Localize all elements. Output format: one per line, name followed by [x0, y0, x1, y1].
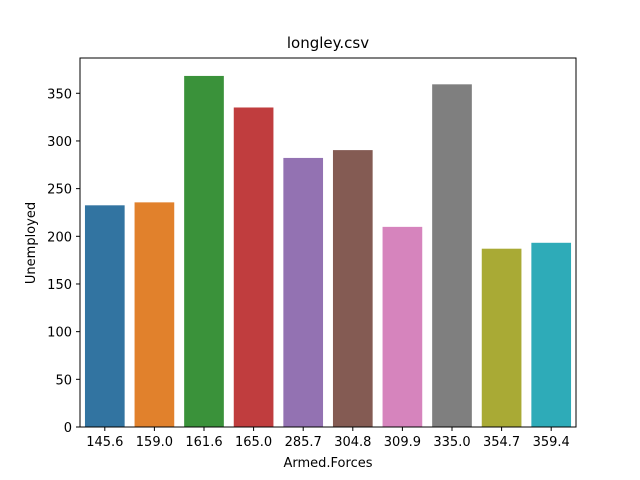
- x-axis: 145.6 159.0 161.6 165.0 285.7 304.8 309.9 335.0…: [86, 427, 570, 450]
- x-tick-label: 165.0: [235, 435, 272, 450]
- bar-359.4: [531, 242, 572, 427]
- bar-285.7: [283, 157, 324, 427]
- bar-309.9: [382, 226, 423, 427]
- x-tick-label: 354.7: [483, 435, 520, 450]
- bar-304.8: [332, 150, 373, 428]
- x-tick-label: 161.6: [185, 435, 222, 450]
- x-tick-label: 309.9: [384, 435, 421, 450]
- y-tick-label: 100: [47, 326, 72, 341]
- bar-159.0: [134, 202, 175, 427]
- chart-title: longley.csv: [287, 34, 369, 52]
- bar-145.6: [84, 205, 125, 427]
- x-tick-label: 304.8: [334, 435, 371, 450]
- bar-165.0: [233, 107, 274, 428]
- y-tick-label: 300: [47, 135, 72, 150]
- y-tick-label: 200: [47, 230, 72, 245]
- x-tick-label: 159.0: [136, 435, 173, 450]
- y-tick-label: 350: [47, 87, 72, 102]
- bar-335.0: [432, 84, 472, 427]
- x-tick-label: 145.6: [86, 435, 123, 450]
- plot-frame: [79, 57, 577, 428]
- bar-161.6: [184, 75, 224, 428]
- x-tick-label: 335.0: [433, 435, 470, 450]
- bars-group: [84, 75, 572, 428]
- bar-354.7: [481, 248, 522, 427]
- y-tick-label: 250: [47, 183, 72, 198]
- y-axis: 0 50 100 150 200 250 300 350: [47, 87, 80, 436]
- x-tick-label: 285.7: [285, 435, 322, 450]
- x-axis-label: Armed.Forces: [283, 456, 372, 471]
- y-tick-label: 150: [47, 278, 72, 293]
- x-tick-label: 359.4: [533, 435, 570, 450]
- y-axis-label: Unemployed: [24, 202, 39, 284]
- y-tick-label: 50: [55, 373, 72, 388]
- y-tick-label: 0: [64, 421, 72, 436]
